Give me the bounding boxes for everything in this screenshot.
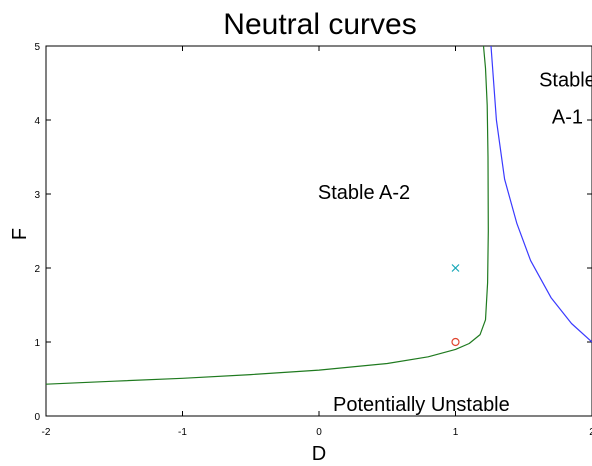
y-tick-label: 0 (34, 412, 40, 423)
series-layer (45, 45, 592, 385)
y-tick-label: 3 (34, 190, 40, 201)
circle-marker (451, 337, 460, 347)
y-tick-label: 5 (34, 42, 40, 53)
annotation-text: Stable A-2 (318, 182, 410, 204)
chart-title: Neutral curves (223, 8, 416, 41)
x-marker (451, 264, 460, 272)
series-line-2 (490, 45, 592, 343)
series-line-1 (45, 45, 489, 385)
x-axis-label: D (312, 443, 326, 465)
x-tick-label: -1 (178, 427, 187, 438)
x-tick-label: 1 (453, 427, 459, 438)
x-tick-label: 2 (589, 427, 592, 438)
plot-frame (45, 45, 592, 417)
y-axis: 0 1 2 3 4 5 (34, 42, 592, 423)
annotation-text: A-1 (552, 107, 583, 129)
y-axis-label: F (9, 228, 31, 240)
y-tick-label: 2 (34, 264, 40, 275)
y-tick-label: 4 (34, 116, 40, 127)
annotation-layer: Stable A-1 Stable A-2 Potentially Unstable (318, 70, 592, 416)
x-tick-label: 0 (316, 427, 322, 438)
y-tick-label: 1 (34, 338, 40, 349)
annotation-text: Potentially Unstable (333, 394, 510, 416)
x-tick-label: -2 (42, 427, 51, 438)
x-axis: -2 -1 0 1 2 (42, 46, 592, 438)
marker-layer (451, 264, 460, 347)
annotation-text: Stable (539, 70, 592, 92)
